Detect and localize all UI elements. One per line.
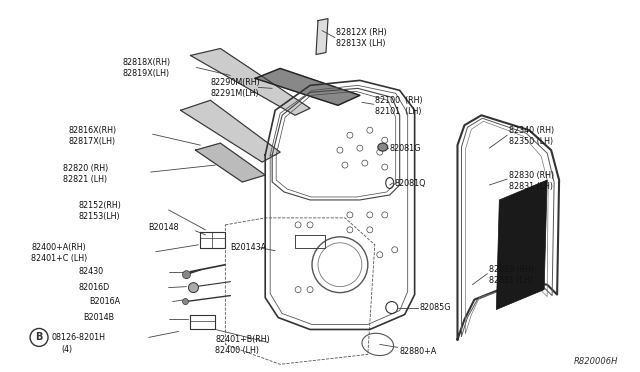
- Text: 82430: 82430: [79, 267, 104, 276]
- Text: 82081Q: 82081Q: [395, 179, 426, 187]
- Text: 82831 (LH): 82831 (LH): [509, 182, 554, 190]
- Text: 82400 (LH): 82400 (LH): [216, 346, 259, 355]
- Text: 82152(RH): 82152(RH): [79, 201, 122, 211]
- Text: 82400+A(RH): 82400+A(RH): [31, 243, 86, 252]
- Text: 82350 (LH): 82350 (LH): [509, 137, 554, 146]
- Text: 82401+B(RH): 82401+B(RH): [216, 335, 270, 344]
- Text: B20148: B20148: [148, 223, 179, 232]
- Text: B20143A: B20143A: [230, 243, 266, 252]
- Polygon shape: [180, 100, 280, 162]
- Text: 82812X (RH): 82812X (RH): [336, 28, 387, 37]
- Text: 82085G: 82085G: [420, 303, 451, 312]
- Text: 82821 (LH): 82821 (LH): [63, 174, 107, 183]
- Text: 82813X (LH): 82813X (LH): [336, 39, 385, 48]
- Text: R820006H: R820006H: [574, 357, 618, 366]
- Text: 82290M(RH): 82290M(RH): [211, 78, 260, 87]
- Text: 82880+A: 82880+A: [400, 347, 437, 356]
- Polygon shape: [191, 48, 310, 115]
- Circle shape: [182, 299, 189, 305]
- Polygon shape: [255, 68, 360, 105]
- Text: 82820 (RH): 82820 (RH): [63, 164, 108, 173]
- Text: 82830 (RH): 82830 (RH): [509, 170, 554, 180]
- Text: 82880 (RH): 82880 (RH): [490, 265, 534, 274]
- Text: B: B: [35, 333, 43, 343]
- Text: 82881 (LH): 82881 (LH): [490, 276, 533, 285]
- Circle shape: [189, 283, 198, 293]
- Text: 82816X(RH): 82816X(RH): [69, 126, 117, 135]
- Text: (4): (4): [61, 345, 72, 354]
- Text: 82016D: 82016D: [79, 283, 110, 292]
- Circle shape: [182, 271, 191, 279]
- Text: 82153(LH): 82153(LH): [79, 212, 120, 221]
- Polygon shape: [497, 180, 547, 310]
- Text: 82819X(LH): 82819X(LH): [123, 69, 170, 78]
- Text: 82340 (RH): 82340 (RH): [509, 126, 554, 135]
- Text: 82817X(LH): 82817X(LH): [69, 137, 116, 146]
- Text: 08126-8201H: 08126-8201H: [51, 333, 105, 342]
- Text: 82818X(RH): 82818X(RH): [123, 58, 171, 67]
- Polygon shape: [316, 19, 328, 54]
- Polygon shape: [195, 143, 265, 182]
- Text: 82291M(LH): 82291M(LH): [211, 89, 259, 98]
- Text: 82401+C (LH): 82401+C (LH): [31, 254, 87, 263]
- Text: 82101  (LH): 82101 (LH): [375, 107, 421, 116]
- Text: B2014B: B2014B: [83, 313, 114, 322]
- Ellipse shape: [378, 143, 388, 151]
- Text: 82100  (RH): 82100 (RH): [375, 96, 422, 105]
- Text: B2016A: B2016A: [89, 297, 120, 306]
- Text: 82081G: 82081G: [390, 144, 421, 153]
